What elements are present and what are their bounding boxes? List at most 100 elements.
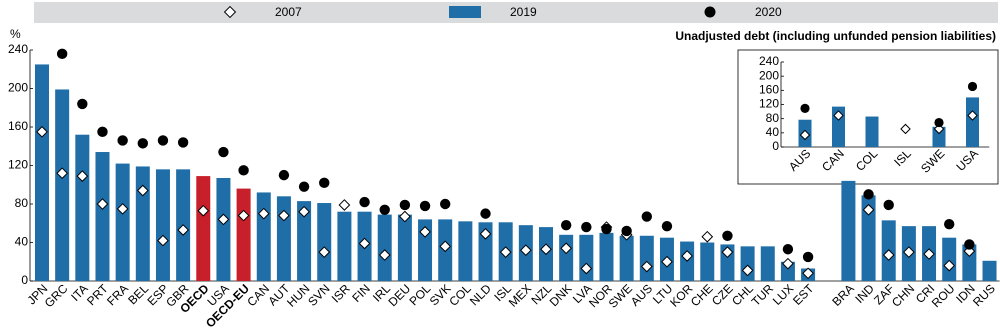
bar	[932, 126, 946, 147]
bar	[458, 221, 473, 281]
circle-marker	[863, 189, 874, 200]
bar	[55, 89, 70, 282]
legend-swatch	[449, 6, 481, 18]
bar	[760, 246, 775, 281]
circle-marker	[399, 199, 411, 211]
y-tick-label: 240	[759, 54, 779, 68]
bar	[75, 134, 90, 281]
diamond-marker	[56, 167, 69, 180]
circle-marker	[359, 196, 370, 208]
circle-marker	[964, 239, 975, 250]
diamond-marker	[967, 110, 978, 121]
circle-marker	[117, 135, 128, 146]
bar	[841, 180, 856, 281]
bar	[397, 214, 412, 281]
y-tick-label: 80	[15, 196, 29, 210]
circle-marker	[97, 126, 108, 138]
diamond-marker	[923, 248, 935, 260]
circle-marker	[238, 165, 249, 176]
chart-subtitle: Unadjusted debt (including unfunded pens…	[675, 29, 996, 43]
diamond-marker	[782, 257, 794, 270]
circle-marker	[137, 138, 148, 149]
circle-marker	[800, 103, 810, 113]
diamond-marker	[237, 209, 250, 222]
diamond-marker	[640, 260, 653, 273]
diamond-marker	[378, 249, 391, 261]
diamond-marker	[358, 237, 371, 250]
y-tick-label: 200	[8, 81, 28, 95]
legend-swatch	[223, 5, 237, 19]
diamond-marker	[157, 234, 169, 247]
circle-marker	[218, 146, 229, 158]
diamond-marker	[257, 207, 270, 220]
circle-marker	[177, 137, 189, 148]
x-tick-label: IND	[852, 281, 877, 306]
diamond-marker	[681, 250, 693, 262]
diamond-marker	[197, 204, 210, 217]
diamond-marker	[36, 125, 48, 138]
bar	[418, 219, 433, 281]
circle-marker	[782, 244, 794, 255]
bar	[559, 234, 574, 281]
circle-marker	[601, 223, 612, 235]
x-tick-label: GRC	[42, 281, 71, 310]
circle-marker	[419, 200, 431, 212]
diamond-marker	[439, 240, 452, 253]
diamond-marker	[741, 264, 754, 277]
bar	[115, 163, 130, 281]
circle-marker	[802, 251, 814, 263]
bar	[95, 152, 110, 281]
y-axis-label: %	[10, 27, 21, 41]
bar	[619, 235, 634, 281]
diamond-marker	[900, 123, 911, 135]
y-tick-label: 80	[766, 111, 780, 125]
bar	[478, 222, 493, 281]
diamond-marker	[903, 246, 915, 258]
diamond-marker	[479, 227, 492, 240]
legend-label: 2019	[510, 5, 537, 19]
circle-marker	[298, 181, 310, 192]
bar	[196, 176, 211, 281]
bar	[297, 201, 312, 281]
circle-marker	[440, 198, 451, 210]
circle-marker	[480, 208, 491, 219]
legend-swatch	[704, 6, 716, 18]
bar	[962, 244, 977, 281]
diamond-marker	[96, 198, 109, 210]
circle-marker	[934, 117, 944, 128]
circle-marker	[157, 135, 169, 146]
bar	[236, 188, 251, 281]
diamond-marker	[399, 210, 411, 223]
legend-band	[34, 2, 998, 23]
bar	[966, 97, 979, 147]
diamond-marker	[419, 226, 431, 238]
bar	[942, 237, 957, 281]
diamond-marker	[499, 246, 512, 258]
circle-marker	[967, 81, 978, 92]
bar	[861, 195, 876, 281]
diamond-marker	[560, 242, 573, 255]
diamond-marker	[833, 110, 844, 121]
diamond-marker	[721, 246, 734, 258]
y-tick-label: 200	[759, 68, 779, 82]
y-tick-label: 160	[759, 83, 779, 97]
diamond-marker	[177, 224, 189, 236]
y-tick-label: 240	[8, 42, 28, 56]
circle-marker	[641, 211, 652, 222]
bar	[216, 178, 231, 281]
diamond-marker	[802, 267, 814, 280]
diamond-marker	[540, 243, 552, 256]
x-tick-label: RUS	[970, 281, 998, 309]
y-tick-label: 40	[766, 125, 780, 139]
bar	[599, 232, 614, 281]
bar	[256, 192, 271, 281]
legend-label: 2020	[755, 5, 782, 19]
circle-marker	[621, 225, 632, 237]
diamond-marker	[136, 184, 149, 197]
diamond-marker	[701, 230, 714, 243]
bar	[317, 203, 332, 281]
diamond-marker	[882, 249, 895, 261]
diamond-marker	[580, 262, 593, 275]
bar	[377, 214, 392, 281]
